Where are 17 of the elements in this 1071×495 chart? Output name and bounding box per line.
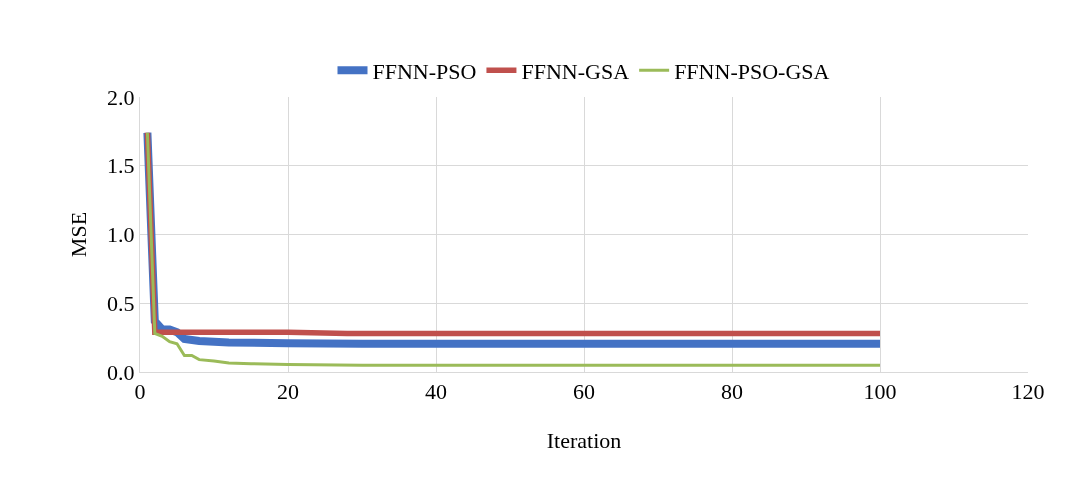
y-tick-label: 1.5: [107, 153, 135, 179]
y-tick-label: 1.0: [107, 222, 135, 248]
y-tick-label: 2.0: [107, 84, 135, 110]
y-tick-label: 0.0: [107, 359, 135, 385]
legend-label: FFNN-PSO-GSA: [674, 58, 830, 84]
x-tick-label: 120: [1011, 379, 1045, 405]
x-tick-label: 40: [425, 379, 447, 405]
x-tick-label: 100: [863, 379, 897, 405]
y-axis-title: MSE: [66, 211, 91, 258]
x-tick-label: 80: [721, 379, 743, 405]
y-tick-label: 0.5: [107, 290, 135, 316]
x-tick-label: 20: [277, 379, 299, 405]
legend-label: FFNN-PSO: [372, 58, 477, 84]
x-axis-title: Iteration: [546, 428, 622, 453]
legend-label: FFNN-GSA: [521, 58, 630, 84]
x-tick-label: 60: [573, 379, 595, 405]
x-tick-label: 0: [134, 379, 146, 405]
